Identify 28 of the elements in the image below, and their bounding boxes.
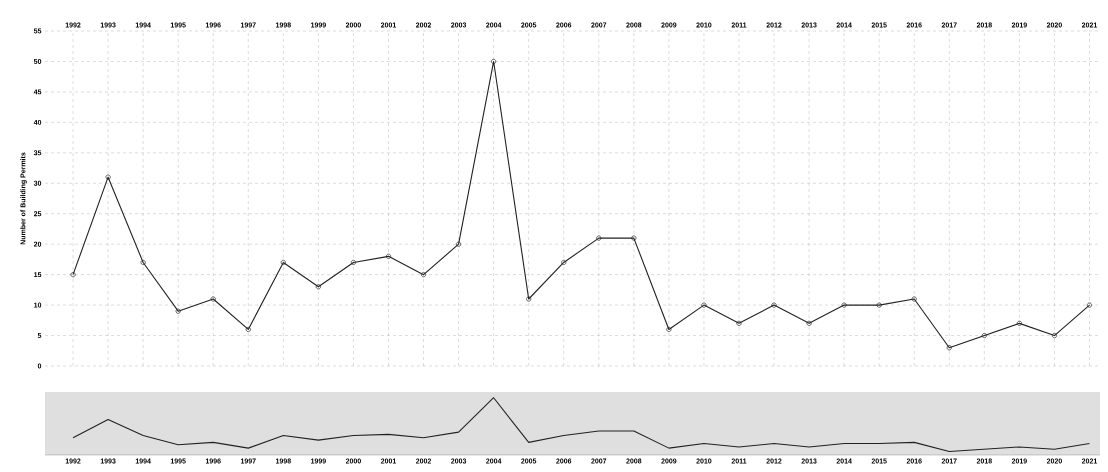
point	[701, 302, 707, 308]
point	[140, 259, 146, 265]
point	[666, 326, 672, 332]
point	[876, 302, 882, 308]
point	[175, 308, 181, 314]
point	[526, 296, 532, 302]
point	[350, 259, 356, 265]
point	[561, 259, 567, 265]
point	[420, 272, 427, 278]
point	[105, 174, 111, 180]
point	[280, 259, 286, 265]
point	[210, 296, 216, 302]
point	[596, 235, 602, 241]
point	[736, 320, 742, 326]
point	[771, 302, 777, 308]
point	[245, 326, 251, 332]
point	[491, 58, 497, 65]
point	[456, 241, 462, 247]
point	[631, 235, 637, 241]
point	[911, 296, 917, 302]
point	[806, 320, 812, 326]
point	[841, 302, 847, 308]
point	[946, 345, 952, 351]
point	[315, 284, 321, 290]
point	[385, 253, 392, 259]
point	[981, 332, 987, 339]
point	[1016, 320, 1022, 326]
point	[1051, 332, 1057, 339]
